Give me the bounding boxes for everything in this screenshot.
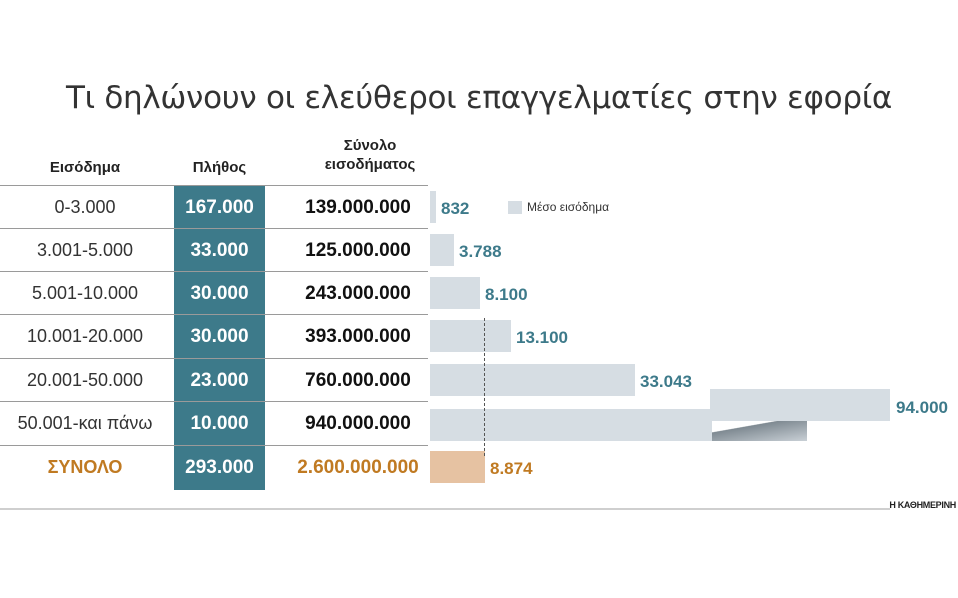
average-income-bar bbox=[430, 277, 480, 309]
count-value: 30.000 bbox=[190, 283, 249, 304]
average-income-bar bbox=[430, 191, 436, 223]
count-value: 10.000 bbox=[190, 413, 249, 434]
count-value: 23.000 bbox=[190, 370, 249, 391]
legend-label: Μέσο εισόδημα bbox=[527, 200, 610, 214]
income-range: 3.001-5.000 bbox=[36, 240, 134, 260]
row-divider bbox=[0, 314, 428, 315]
header-total-line2: εισοδήματος bbox=[324, 156, 416, 173]
average-income-bar bbox=[430, 320, 511, 352]
average-income-label: 13.100 bbox=[516, 328, 568, 347]
income-range: 0-3.000 bbox=[54, 197, 116, 217]
row-divider bbox=[0, 358, 428, 359]
legend-swatch bbox=[508, 201, 522, 214]
count-value: 167.000 bbox=[185, 197, 254, 218]
average-income-label: 8.874 bbox=[490, 459, 533, 478]
row-divider bbox=[0, 228, 428, 229]
total-income-value: 393.000.000 bbox=[305, 326, 411, 347]
count-value: 33.000 bbox=[190, 240, 249, 261]
total-income-value: 243.000.000 bbox=[305, 283, 411, 304]
total-label: ΣΥΝΟΛΟ bbox=[47, 457, 123, 477]
header-total-income: Σύνολο εισοδήματος bbox=[290, 136, 450, 174]
row-divider bbox=[0, 445, 428, 446]
average-income-bar-overflow bbox=[710, 389, 890, 421]
income-range: 10.001-20.000 bbox=[26, 326, 144, 346]
count-value: 30.000 bbox=[190, 326, 249, 347]
row-divider bbox=[0, 185, 428, 186]
total-income-value: 760.000.000 bbox=[305, 370, 411, 391]
average-income-label: 3.788 bbox=[459, 242, 502, 261]
average-income-bar bbox=[430, 364, 635, 396]
grand-total-income-value: 2.600.000.000 bbox=[297, 457, 419, 478]
income-range: 20.001-50.000 bbox=[26, 370, 144, 390]
chart-title: Τι δηλώνουν οι ελεύθεροι επαγγελματίες σ… bbox=[65, 80, 893, 116]
average-income-bar bbox=[430, 234, 454, 266]
header-income: Εισόδημα bbox=[49, 159, 121, 176]
total-income-value: 940.000.000 bbox=[305, 413, 411, 434]
average-income-label: 832 bbox=[441, 199, 470, 218]
average-income-bar-total bbox=[430, 451, 485, 483]
average-reference-line bbox=[484, 318, 485, 456]
total-income-value: 125.000.000 bbox=[305, 240, 411, 261]
income-range: 50.001-και πάνω bbox=[17, 413, 153, 433]
row-divider bbox=[0, 271, 428, 272]
count-column-background bbox=[174, 185, 265, 490]
average-income-label: 8.100 bbox=[485, 285, 528, 304]
average-income-label: 94.000 bbox=[896, 398, 948, 417]
bar-break-marker bbox=[712, 421, 807, 441]
bottom-rule bbox=[0, 508, 890, 510]
header-count: Πλήθος bbox=[192, 159, 247, 176]
row-divider bbox=[0, 401, 428, 402]
source-credit: Η ΚΑΘΗΜΕΡΙΝΗ bbox=[889, 500, 956, 510]
total-income-value: 139.000.000 bbox=[305, 197, 411, 218]
total-count-value: 293.000 bbox=[185, 457, 254, 478]
income-range: 5.001-10.000 bbox=[31, 283, 139, 303]
header-total-line1: Σύνολο bbox=[343, 137, 397, 154]
average-income-label: 33.043 bbox=[640, 372, 692, 391]
